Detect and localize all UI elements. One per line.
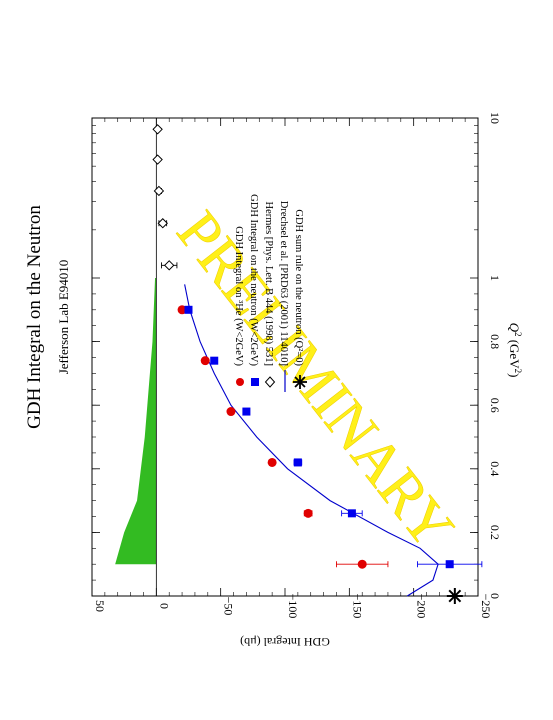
hermes-point <box>163 260 175 271</box>
plot-area: 50 0 −50 −100 −150 −200 −25000.20.40.60.8110Q2… <box>24 112 523 649</box>
he3-point <box>267 457 277 467</box>
x-tick-label: 10 <box>488 112 502 124</box>
legend-label: Drechsel et al. [PRD63 (2001) 114010] <box>278 201 289 366</box>
x-axis-label-units-sup: 2 <box>513 369 523 374</box>
preliminary-watermark: PRELIMINARY <box>165 199 467 560</box>
neutron-point <box>293 458 302 467</box>
y-tick-label: 50 <box>93 600 107 612</box>
neutron-point <box>445 560 454 569</box>
he3-point <box>226 407 236 417</box>
y-tick-label: −200 <box>415 594 429 619</box>
y-tick-label: 0 <box>157 603 171 609</box>
he3-point <box>200 356 210 366</box>
he3-point <box>357 559 367 569</box>
x-axis-label-units: (GeV <box>507 336 522 369</box>
legend-entry: GDH Integral on ³He (W<2GeV) <box>233 226 244 386</box>
legend-label: Hermes [Phys. Lett. B 444 (1998) 531] <box>263 202 274 366</box>
asterisk-stroke <box>448 589 462 603</box>
hermes-point <box>153 185 165 197</box>
x-tick-label: 0.6 <box>488 398 502 413</box>
x-tick-label: 0 <box>488 593 502 599</box>
legend-entry: Drechsel et al. [PRD63 (2001) 114010] <box>278 201 289 392</box>
x-tick-label: 0.4 <box>488 461 502 476</box>
x-axis-label-close: ) <box>507 373 522 377</box>
x-tick-label: 0.2 <box>488 525 502 540</box>
hermes-point <box>152 154 163 165</box>
legend-label: GDH sum rule on the neutron (Q²=0) <box>293 209 304 366</box>
chart-subtitle: Jefferson Lab E94010 <box>56 260 71 375</box>
neutron-point <box>210 356 219 365</box>
x-axis-label-sup: 2 <box>513 332 523 337</box>
legend-marker <box>294 376 306 388</box>
legend-marker <box>236 378 244 386</box>
he3-point <box>303 508 313 518</box>
neutron-point <box>347 509 356 518</box>
x-axis-label-q: Q <box>507 323 522 333</box>
x-axis-label: Q2 (GeV2) <box>507 323 523 378</box>
model-band <box>115 278 157 565</box>
chart-title: GDH Integral on the Neutron <box>24 205 45 429</box>
legend-entry: GDH Integral on the neutron (W<2GeV) <box>248 194 259 386</box>
he3-point <box>177 305 187 315</box>
neutron-point <box>184 305 193 314</box>
x-tick-label: 0.8 <box>488 334 502 349</box>
y-tick-label: −150 <box>350 594 364 619</box>
legend-entry: Hermes [Phys. Lett. B 444 (1998) 531] <box>263 202 276 388</box>
legend-label: GDH Integral on ³He (W<2GeV) <box>233 226 244 366</box>
neutron-point <box>242 407 251 416</box>
hermes-point <box>157 218 168 229</box>
gdh-sum-rule-point <box>446 588 463 604</box>
y-axis-label: GDH Integral (μb) <box>240 635 330 649</box>
x-tick-label: 1 <box>488 275 502 281</box>
hermes-point <box>152 124 163 135</box>
y-tick-label: −50 <box>222 597 236 616</box>
y-tick-label: −250 <box>479 594 493 619</box>
y-tick-label: −100 <box>286 594 300 619</box>
legend-marker <box>251 378 259 386</box>
legend-entry: GDH sum rule on the neutron (Q²=0) <box>293 209 307 389</box>
legend-label: GDH Integral on the neutron (W<2GeV) <box>248 194 259 366</box>
legend-marker <box>264 376 276 388</box>
